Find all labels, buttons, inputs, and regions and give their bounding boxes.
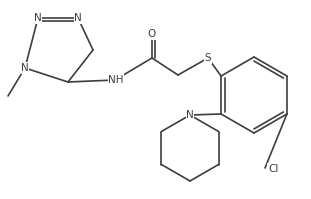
Text: N: N <box>21 63 29 73</box>
Text: N: N <box>34 13 42 23</box>
Text: N: N <box>74 13 82 23</box>
Text: O: O <box>148 29 156 39</box>
Text: Cl: Cl <box>268 164 278 174</box>
Text: N: N <box>186 110 194 120</box>
Text: NH: NH <box>108 75 124 85</box>
Text: S: S <box>205 53 211 63</box>
